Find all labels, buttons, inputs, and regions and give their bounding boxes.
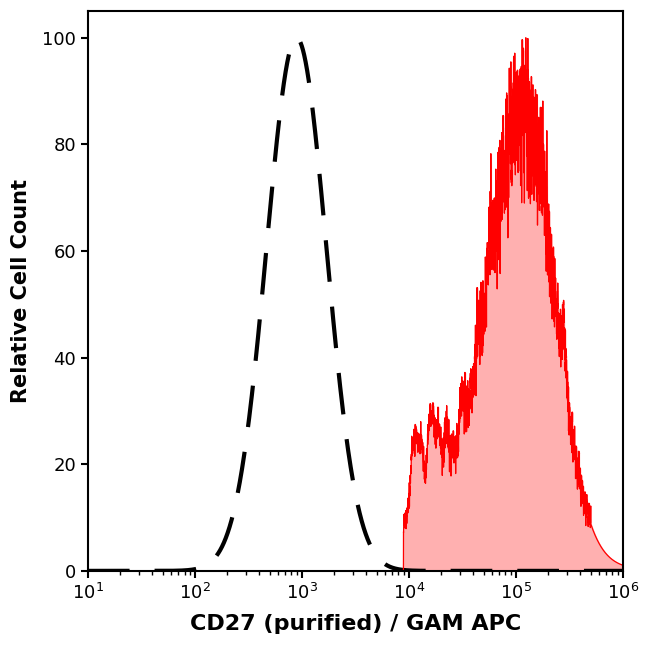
X-axis label: CD27 (purified) / GAM APC: CD27 (purified) / GAM APC: [190, 614, 521, 634]
Y-axis label: Relative Cell Count: Relative Cell Count: [11, 179, 31, 403]
